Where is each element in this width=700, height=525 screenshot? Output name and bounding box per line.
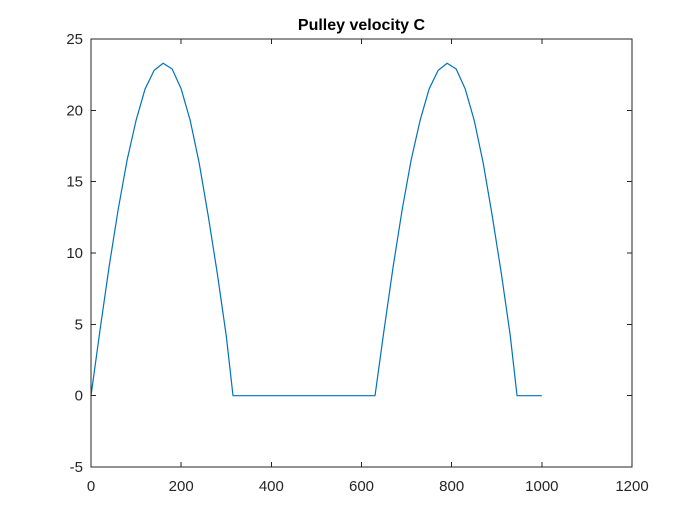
- x-tick-label: 800: [439, 478, 464, 495]
- x-tick-label: 400: [259, 478, 284, 495]
- x-tick-label: 1000: [525, 478, 558, 495]
- chart-title: Pulley velocity C: [298, 17, 426, 34]
- y-tick-label: 20: [66, 102, 83, 119]
- y-tick-label: 5: [75, 316, 83, 333]
- y-tick-label: 25: [66, 31, 83, 48]
- y-tick-label: 15: [66, 174, 83, 191]
- x-tick-label: 600: [349, 478, 374, 495]
- series-line: [90, 62, 542, 397]
- y-tick-label: -5: [70, 459, 83, 476]
- y-tick-label: 10: [66, 245, 83, 262]
- y-tick-label: 0: [75, 388, 83, 405]
- axes-box: [90, 38, 633, 468]
- x-tick-label: 0: [87, 478, 95, 495]
- x-tick-label: 1200: [615, 478, 648, 495]
- series-layer: [90, 62, 542, 397]
- x-tick-label: 200: [169, 478, 194, 495]
